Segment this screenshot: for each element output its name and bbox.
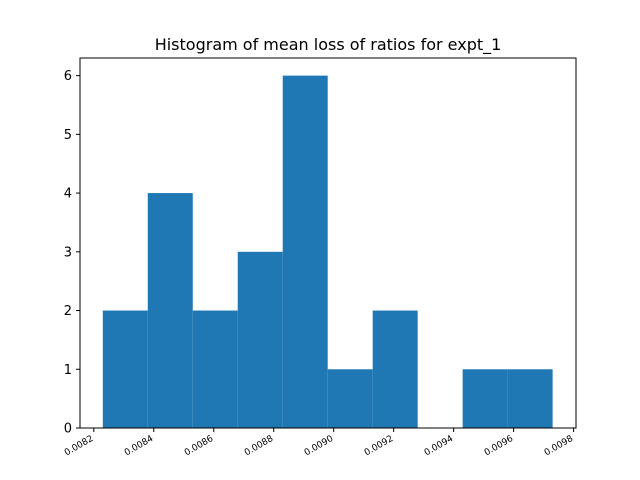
- histogram-bar-9: [507, 369, 553, 428]
- x-tick-label-7: 0.0096: [483, 434, 516, 459]
- bars-group: [102, 75, 553, 428]
- y-tick-label-5: 5: [64, 128, 72, 143]
- x-tick-label-8: 0.0098: [543, 434, 576, 459]
- histogram-bar-8: [462, 369, 508, 428]
- histogram-bar-2: [192, 310, 238, 428]
- x-tick-label-3: 0.0088: [243, 434, 276, 459]
- y-tick-label-6: 6: [64, 69, 72, 84]
- histogram-bar-6: [372, 310, 418, 428]
- y-tick-label-2: 2: [64, 304, 72, 319]
- histogram-bar-4: [282, 75, 328, 428]
- histogram-bar-0: [102, 310, 148, 428]
- y-tick-label-4: 4: [64, 187, 72, 202]
- histogram-bar-5: [327, 369, 373, 428]
- y-axis: 0 1 2 3 4 5 6: [64, 69, 80, 437]
- y-tick-label-3: 3: [64, 245, 72, 260]
- x-tick-label-6: 0.0094: [423, 434, 456, 459]
- x-tick-label-2: 0.0086: [183, 434, 216, 459]
- y-tick-label-0: 0: [64, 422, 72, 437]
- x-axis: 0.0082 0.0084 0.0086 0.0088 0.0090 0.0092 0.00…: [63, 428, 575, 458]
- x-tick-label-1: 0.0084: [123, 434, 156, 459]
- histogram-bar-1: [147, 193, 193, 428]
- chart-title: Histogram of mean loss of ratios for exp…: [155, 35, 502, 55]
- x-tick-label-5: 0.0092: [363, 434, 395, 458]
- plot-frame: [79, 57, 577, 429]
- y-tick-label-1: 1: [64, 363, 72, 378]
- histogram-bar-3: [237, 251, 283, 428]
- x-tick-label-0: 0.0082: [63, 434, 95, 458]
- x-tick-label-4: 0.0090: [303, 434, 336, 459]
